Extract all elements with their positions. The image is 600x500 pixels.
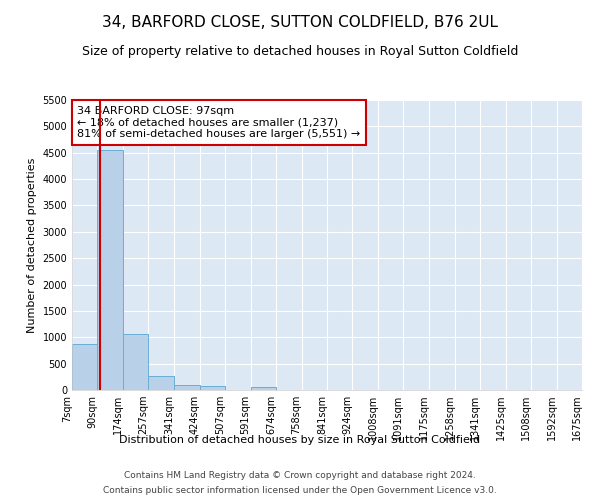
- Bar: [148, 376, 174, 390]
- Text: 34, BARFORD CLOSE, SUTTON COLDFIELD, B76 2UL: 34, BARFORD CLOSE, SUTTON COLDFIELD, B76…: [102, 15, 498, 30]
- Bar: [251, 388, 276, 390]
- Text: Distribution of detached houses by size in Royal Sutton Coldfield: Distribution of detached houses by size …: [119, 435, 481, 445]
- Bar: [72, 344, 97, 390]
- Bar: [174, 386, 199, 390]
- Text: Contains public sector information licensed under the Open Government Licence v3: Contains public sector information licen…: [103, 486, 497, 495]
- Text: Contains HM Land Registry data © Crown copyright and database right 2024.: Contains HM Land Registry data © Crown c…: [124, 471, 476, 480]
- Bar: [97, 150, 123, 390]
- Text: Size of property relative to detached houses in Royal Sutton Coldfield: Size of property relative to detached ho…: [82, 45, 518, 58]
- Y-axis label: Number of detached properties: Number of detached properties: [27, 158, 37, 332]
- Text: 34 BARFORD CLOSE: 97sqm
← 18% of detached houses are smaller (1,237)
81% of semi: 34 BARFORD CLOSE: 97sqm ← 18% of detache…: [77, 106, 361, 139]
- Bar: [123, 334, 148, 390]
- Bar: [199, 386, 225, 390]
